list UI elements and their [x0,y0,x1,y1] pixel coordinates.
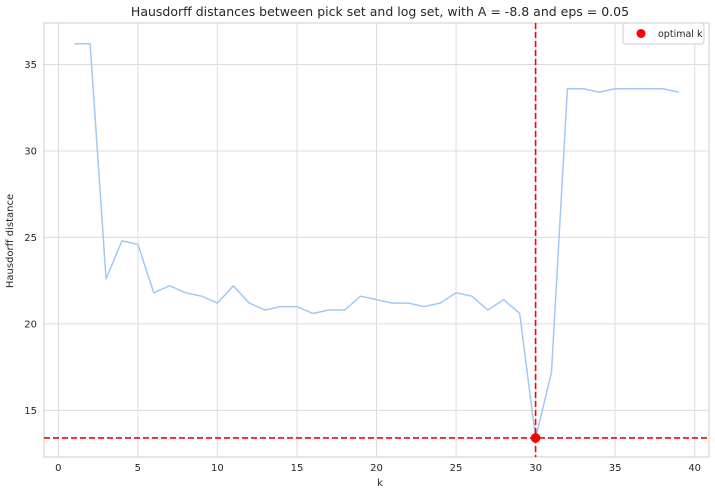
grid-lines [44,23,709,457]
plot-frame [43,22,710,458]
optimal-k-marker [530,433,541,443]
y-tick-label: 35 [24,60,37,71]
chart-title: Hausdorff distances between pick set and… [131,4,629,19]
reference-lines [44,23,709,457]
series-line [74,43,679,439]
x-tick-label: 0 [55,463,61,474]
x-axis-label: k [377,478,383,489]
x-tick-labels: 0 5 10 15 20 25 30 35 40 [55,463,701,474]
x-tick-label: 25 [450,463,463,474]
legend-label: optimal k [658,29,703,40]
legend: optimal k [622,22,705,45]
x-tick-label: 30 [529,463,542,474]
legend-box [622,22,705,45]
x-tick-label: 40 [688,463,701,474]
y-tick-label: 15 [24,406,37,417]
y-tick-label: 20 [24,319,37,330]
y-tick-label: 25 [24,233,37,244]
x-tick-label: 15 [291,463,304,474]
x-tick-label: 20 [370,463,383,474]
plot-border [43,22,710,458]
y-tick-label: 30 [24,146,37,157]
x-tick-label: 10 [211,463,224,474]
x-tick-label: 5 [135,463,141,474]
y-tick-labels: 15 20 25 30 35 [24,60,37,417]
legend-marker-dot [636,29,646,38]
series-layer [74,43,679,439]
x-tick-label: 35 [609,463,622,474]
y-axis-label: Hausdorff distance [5,194,16,288]
optimal-marker-layer [530,433,541,443]
